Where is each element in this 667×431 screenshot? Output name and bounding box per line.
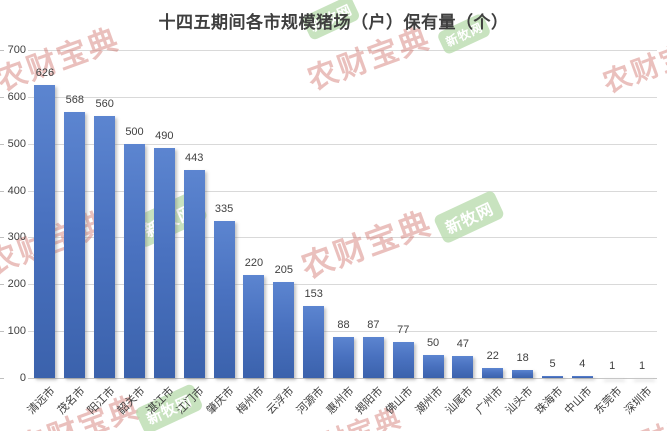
gridline (28, 143, 657, 145)
watermark-green-text: 新牧网 (443, 200, 497, 238)
y-axis-tick-mark (0, 50, 4, 51)
bar (124, 143, 145, 378)
bar-value-label: 77 (397, 323, 410, 336)
y-axis-tick-mark (0, 331, 4, 333)
bar-value-label: 88 (337, 318, 350, 331)
bar-value-label: 490 (155, 130, 174, 143)
gridline (28, 237, 657, 239)
bar (482, 367, 504, 378)
y-axis-tick-label: 400 (7, 184, 26, 197)
bar-value-label: 205 (274, 263, 293, 276)
bar (183, 170, 205, 378)
bar-value-label: 1 (639, 359, 646, 372)
gridline (28, 284, 657, 286)
y-axis-tick-label: 700 (7, 44, 26, 56)
chart-title: 十四五期间各市规模猪场（户）保有量（个） (158, 13, 509, 32)
bar (601, 377, 623, 379)
bar (362, 337, 384, 378)
bar (213, 221, 235, 378)
y-axis-tick-label: 0 (19, 372, 26, 384)
bar-value-label: 153 (304, 288, 323, 301)
bar-value-label: 568 (65, 93, 84, 106)
y-axis-tick-mark (0, 237, 4, 239)
bar (243, 274, 265, 378)
bar-value-label: 1 (609, 359, 616, 372)
bar-value-label: 22 (486, 349, 499, 362)
gridline (28, 190, 657, 192)
y-axis-tick-mark (0, 190, 4, 192)
y-axis-tick-mark (0, 143, 4, 145)
bar-value-label: 87 (367, 319, 380, 332)
bar (452, 355, 474, 378)
bar-value-label: 220 (244, 256, 264, 269)
bar (392, 341, 414, 378)
bar (64, 111, 86, 378)
bar-value-label: 4 (579, 358, 586, 371)
watermark-green-badge: 新牧网 (432, 189, 506, 245)
bar (422, 354, 444, 378)
bar-value-label: 500 (125, 125, 144, 138)
bar (34, 84, 56, 378)
bar-value-label: 443 (185, 152, 204, 165)
bar-value-label: 560 (95, 97, 114, 110)
gridline (28, 378, 657, 379)
y-axis-tick-label: 200 (7, 278, 26, 291)
bar-value-label: 335 (214, 203, 234, 216)
bar (94, 115, 116, 378)
y-axis-tick-label: 100 (7, 325, 26, 338)
y-axis-tick-mark (0, 284, 4, 286)
bar-value-label: 626 (35, 66, 55, 79)
bar-value-label: 18 (516, 351, 529, 364)
y-axis-tick-label: 600 (7, 90, 26, 103)
bar (153, 148, 175, 378)
y-axis-tick-mark (0, 96, 4, 98)
gridline (28, 331, 657, 333)
watermark-red-text: 农财宝典 (598, 28, 667, 99)
gridline (28, 50, 657, 51)
y-axis-tick-mark (0, 378, 4, 379)
y-axis-tick-label: 300 (7, 231, 26, 244)
bar (631, 377, 653, 379)
bar (512, 369, 534, 378)
bar (303, 306, 325, 378)
bar-value-label: 5 (549, 357, 556, 370)
bar (542, 375, 563, 378)
watermark-red-text: 农财宝典 (296, 204, 437, 286)
bar (571, 376, 593, 378)
bar (273, 281, 295, 378)
bar-value-label: 50 (426, 336, 440, 349)
bar-value-label: 47 (456, 337, 470, 350)
y-axis-tick-label: 500 (7, 137, 26, 150)
gridline (28, 96, 657, 98)
bar (333, 336, 354, 378)
